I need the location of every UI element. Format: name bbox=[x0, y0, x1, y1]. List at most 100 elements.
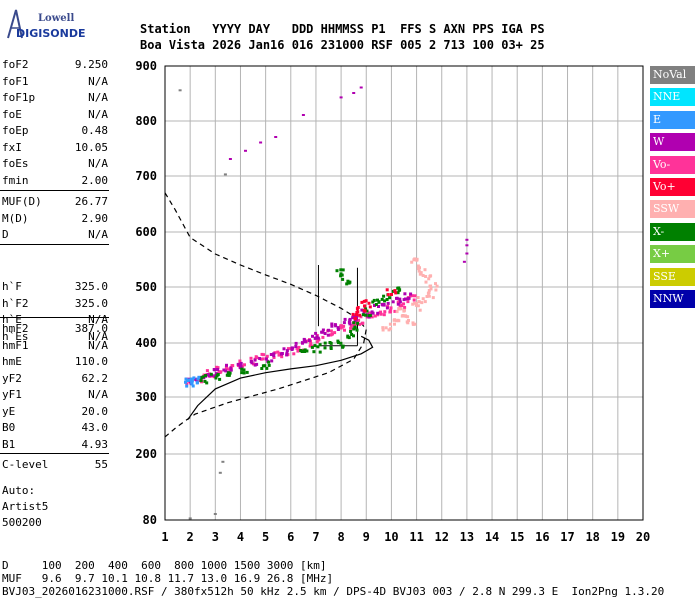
param-name: hmF1 bbox=[2, 338, 29, 352]
W-trace-point bbox=[280, 352, 284, 355]
SSW-trace-point bbox=[417, 269, 421, 273]
SSW-trace-point bbox=[396, 318, 400, 322]
W-trace-point bbox=[343, 317, 347, 321]
X-trace-point bbox=[214, 376, 218, 380]
x-tick-label: 5 bbox=[262, 530, 269, 544]
O-trace-point bbox=[343, 328, 346, 332]
digisonde-logo: Lowell DIGISONDE bbox=[4, 6, 85, 40]
W-trace-point bbox=[396, 302, 400, 306]
legend-item-e: E bbox=[650, 110, 695, 129]
separator-line bbox=[0, 190, 109, 191]
X-trace-point bbox=[371, 300, 375, 304]
O-trace-point bbox=[243, 363, 246, 367]
O-trace-point bbox=[398, 304, 402, 308]
SSW-trace-point bbox=[384, 326, 388, 330]
legend-item-nne: NNE bbox=[650, 88, 695, 107]
X-trace-point bbox=[318, 343, 322, 347]
param-row-foep: foEp 0.48 bbox=[2, 124, 108, 139]
param-row-hmf1: hmF1 N/A bbox=[2, 339, 108, 354]
O-trace-point bbox=[368, 311, 372, 315]
X-trace-point bbox=[339, 272, 343, 276]
SSW-trace-point bbox=[381, 328, 385, 332]
W-trace-point bbox=[264, 357, 268, 361]
x-tick-label: 19 bbox=[611, 530, 625, 544]
param-row-b1: B1 4.93 bbox=[2, 438, 108, 453]
E-trace-point bbox=[191, 384, 195, 388]
legend-item-vo: Vo+ bbox=[650, 178, 695, 196]
E-trace-point bbox=[185, 378, 189, 382]
param-value: N/A bbox=[88, 107, 108, 121]
O-trace-point bbox=[205, 369, 209, 373]
legend-item-vo: Vo- bbox=[650, 155, 695, 174]
O-trace-point bbox=[370, 315, 374, 319]
SSW-trace-point bbox=[404, 314, 408, 318]
X-trace-point bbox=[218, 377, 222, 381]
x-tick-label: 16 bbox=[535, 530, 549, 544]
SSW-trace-point bbox=[381, 326, 385, 330]
SSW-trace-point bbox=[397, 307, 401, 311]
W-trace-point bbox=[403, 292, 407, 296]
X-trace-point bbox=[312, 350, 316, 354]
x-tick-label: 4 bbox=[237, 530, 244, 544]
param-value: 10.05 bbox=[74, 140, 108, 154]
header-values: Boa Vista 2026 Jan16 016 231000 RSF 005 … bbox=[140, 38, 545, 52]
W-trace-point bbox=[269, 353, 273, 356]
W-trace-point bbox=[250, 361, 254, 365]
noise-point bbox=[213, 513, 217, 515]
x-tick-label: 17 bbox=[560, 530, 574, 544]
SSW-trace-point bbox=[418, 266, 421, 270]
oblique-echo-point bbox=[259, 141, 263, 144]
oblique-echo-point bbox=[462, 260, 466, 263]
W-trace-point bbox=[285, 349, 289, 353]
X-trace-point bbox=[372, 298, 376, 302]
W-trace-point bbox=[294, 341, 298, 345]
x-tick-label: 20 bbox=[636, 530, 650, 544]
SSW-trace-point bbox=[419, 271, 423, 275]
O-trace-point bbox=[262, 353, 266, 357]
O-trace-point bbox=[340, 325, 344, 329]
oblique-echo-point bbox=[465, 244, 469, 247]
W-trace-point bbox=[300, 341, 304, 345]
x-tick-label: 13 bbox=[460, 530, 474, 544]
param-value: 2.00 bbox=[81, 173, 109, 187]
scaler-label: Auto: bbox=[2, 484, 36, 497]
X-trace-point bbox=[323, 341, 327, 345]
param-row-ye: yE 20.0 bbox=[2, 405, 108, 420]
param-row-fmin: fmin 2.00 bbox=[2, 174, 108, 189]
X-trace-point bbox=[226, 371, 230, 375]
SSW-trace-point bbox=[405, 320, 409, 324]
W-trace-point bbox=[285, 351, 289, 355]
SSW-trace-point bbox=[415, 258, 419, 262]
Vo+-trace-point bbox=[360, 300, 364, 304]
X-trace-point bbox=[335, 269, 339, 273]
O-trace-point bbox=[296, 349, 300, 353]
W-trace-point bbox=[213, 374, 217, 378]
X-trace-point bbox=[201, 375, 205, 379]
X-trace-point bbox=[199, 379, 203, 383]
O-trace-point bbox=[286, 347, 290, 351]
param-row-yf2: yF2 62.2 bbox=[2, 372, 108, 387]
W-trace-point bbox=[307, 339, 311, 342]
SSW-trace-point bbox=[427, 289, 431, 292]
O-trace-point bbox=[373, 314, 377, 318]
tick-labels: 1 2 3 4 5 6 7 8 9 10 11 12 13 14 15 16 17 18 19 20802003004… bbox=[135, 59, 650, 544]
Vo+-trace-point bbox=[363, 309, 367, 313]
param-value: 2.90 bbox=[81, 211, 109, 225]
SSW-trace-point bbox=[416, 264, 420, 268]
O-trace-point bbox=[230, 364, 234, 368]
O-trace-point bbox=[297, 347, 300, 351]
X-trace-point bbox=[347, 280, 351, 284]
E-trace-point bbox=[184, 380, 187, 384]
W-trace-point bbox=[351, 316, 355, 320]
param-value: 387.0 bbox=[74, 322, 108, 335]
O-trace-point bbox=[315, 340, 319, 344]
W-trace-point bbox=[313, 336, 317, 340]
Vo+-trace-point bbox=[390, 293, 393, 296]
X-trace-point bbox=[339, 341, 343, 345]
W-trace-point bbox=[370, 311, 374, 315]
oblique-echo-point bbox=[339, 96, 343, 99]
X-trace-point bbox=[245, 370, 249, 374]
X-trace-point bbox=[377, 300, 381, 304]
param-name: foF2 bbox=[2, 58, 29, 71]
SSW-trace-point bbox=[434, 288, 438, 292]
